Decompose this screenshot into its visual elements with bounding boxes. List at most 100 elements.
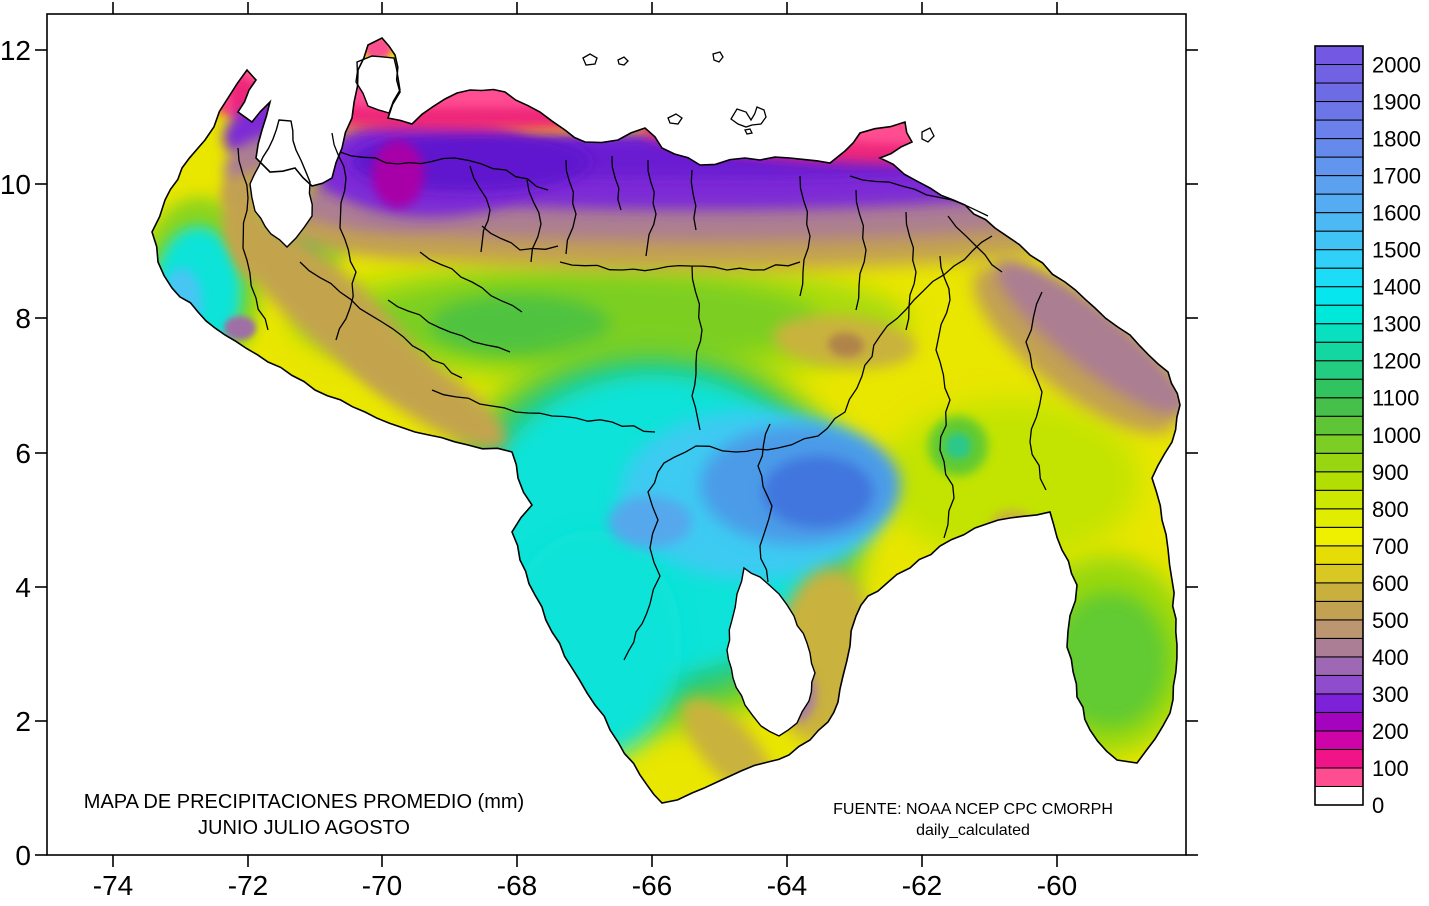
state-border — [645, 159, 657, 257]
state-border — [799, 175, 811, 297]
map-title: MAPA DE PRECIPITACIONES PROMEDIO (mm) JU… — [84, 791, 524, 839]
colorbar-label: 1600 — [1372, 201, 1421, 226]
colorbar-cell — [1314, 101, 1364, 121]
precip-blob — [1052, 592, 1168, 728]
state-border — [935, 255, 955, 539]
colorbar-label: 1800 — [1372, 127, 1421, 152]
precip-blob — [430, 295, 610, 355]
colorbar-cell — [1314, 138, 1364, 158]
state-border — [565, 159, 577, 255]
x-tick-label: -68 — [497, 870, 537, 901]
colorbar-cell — [1314, 434, 1364, 454]
island — [667, 113, 683, 125]
precip-blob — [945, 433, 971, 459]
country-outline — [151, 37, 1181, 804]
colorbar-cell — [1314, 489, 1364, 510]
colorbar-cell — [1314, 582, 1364, 602]
precip-blob — [372, 140, 424, 208]
state-border — [331, 132, 357, 341]
colorbar-label: 600 — [1372, 571, 1409, 596]
state-border — [526, 179, 542, 263]
colorbar-cell — [1314, 267, 1364, 288]
colorbar-label: 2000 — [1372, 53, 1421, 78]
island — [921, 127, 935, 143]
y-axis: 12 10 8 6 4 2 0 — [0, 35, 1198, 871]
colorbar-cell — [1314, 286, 1364, 306]
colorbar-label: 1400 — [1372, 275, 1421, 300]
island — [582, 53, 598, 66]
state-border — [299, 261, 463, 379]
colorbar-label: 1700 — [1372, 164, 1421, 189]
precip-blob — [343, 335, 507, 449]
colorbar-label: 800 — [1372, 497, 1409, 522]
colorbar-cell — [1314, 323, 1364, 343]
state-border — [849, 175, 989, 217]
y-tick-label: 6 — [15, 438, 31, 469]
colorbar-label: 500 — [1372, 608, 1409, 633]
island — [712, 51, 724, 63]
precip-blob — [608, 496, 692, 548]
x-tick-label: -60 — [1037, 870, 1077, 901]
state-border — [481, 225, 559, 251]
state-border — [905, 211, 917, 331]
state-border — [611, 155, 622, 211]
x-tick-label: -74 — [93, 870, 133, 901]
colorbar-cell — [1314, 508, 1364, 528]
state-border — [691, 265, 703, 431]
state-border — [947, 215, 1003, 273]
colorbar-cell — [1314, 360, 1364, 380]
plot-frame — [46, 13, 1187, 856]
precip-blob — [162, 268, 202, 336]
map-islands — [582, 51, 935, 143]
paraguana-interior-outline — [355, 55, 401, 114]
colorbar-label: 1300 — [1372, 312, 1421, 337]
lake-maracaibo-outline — [249, 119, 313, 248]
x-tick-label: -66 — [632, 870, 672, 901]
colorbar-label: 1000 — [1372, 423, 1421, 448]
y-tick-label: 12 — [0, 35, 31, 66]
colorbar-border — [1314, 45, 1364, 806]
state-border — [559, 261, 801, 272]
colorbar-cell — [1314, 526, 1364, 547]
colorbar-cell — [1314, 693, 1364, 713]
colorbar-cell — [1314, 711, 1364, 732]
colorbar-cell — [1314, 378, 1364, 399]
precip-blob — [880, 400, 1140, 560]
colorbar-label: 0 — [1372, 793, 1384, 818]
map-land — [152, 38, 1180, 803]
colorbar-label: 1500 — [1372, 238, 1421, 263]
colorbar-cell — [1314, 212, 1364, 232]
colorbar-cell — [1314, 600, 1364, 621]
colorbar-cell — [1314, 452, 1364, 473]
state-border — [387, 299, 511, 353]
colorbar-label: 400 — [1372, 645, 1409, 670]
colorbar-cell — [1314, 82, 1364, 103]
colorbar: 2000190018001700160015001400130012001100… — [1314, 45, 1421, 818]
colorbar-cell — [1314, 471, 1364, 491]
colorbar-cell — [1314, 249, 1364, 269]
precip-blob — [650, 110, 1040, 146]
precip-blob — [828, 332, 864, 358]
colorbar-cell — [1314, 156, 1364, 177]
x-tick-label: -72 — [228, 870, 268, 901]
colorbar-label: 200 — [1372, 719, 1409, 744]
colorbar-label: 100 — [1372, 756, 1409, 781]
state-border — [690, 169, 697, 231]
colorbar-label: 300 — [1372, 682, 1409, 707]
title-line-2: JUNIO JULIO AGOSTO — [198, 817, 410, 839]
colorbar-cell — [1314, 674, 1364, 695]
precip-blob — [990, 510, 1034, 542]
island — [744, 128, 753, 135]
precip-blob — [224, 316, 256, 340]
y-tick-label: 0 — [15, 840, 31, 871]
land-clip-group — [152, 38, 1180, 803]
y-tick-label: 8 — [15, 303, 31, 334]
colorbar-label: 1100 — [1372, 386, 1419, 411]
colorbar-label: 1900 — [1372, 90, 1421, 115]
state-border — [855, 189, 867, 311]
island — [730, 106, 767, 128]
colorbar-cell — [1314, 397, 1364, 417]
state-border — [237, 147, 269, 331]
state-border — [431, 389, 656, 433]
